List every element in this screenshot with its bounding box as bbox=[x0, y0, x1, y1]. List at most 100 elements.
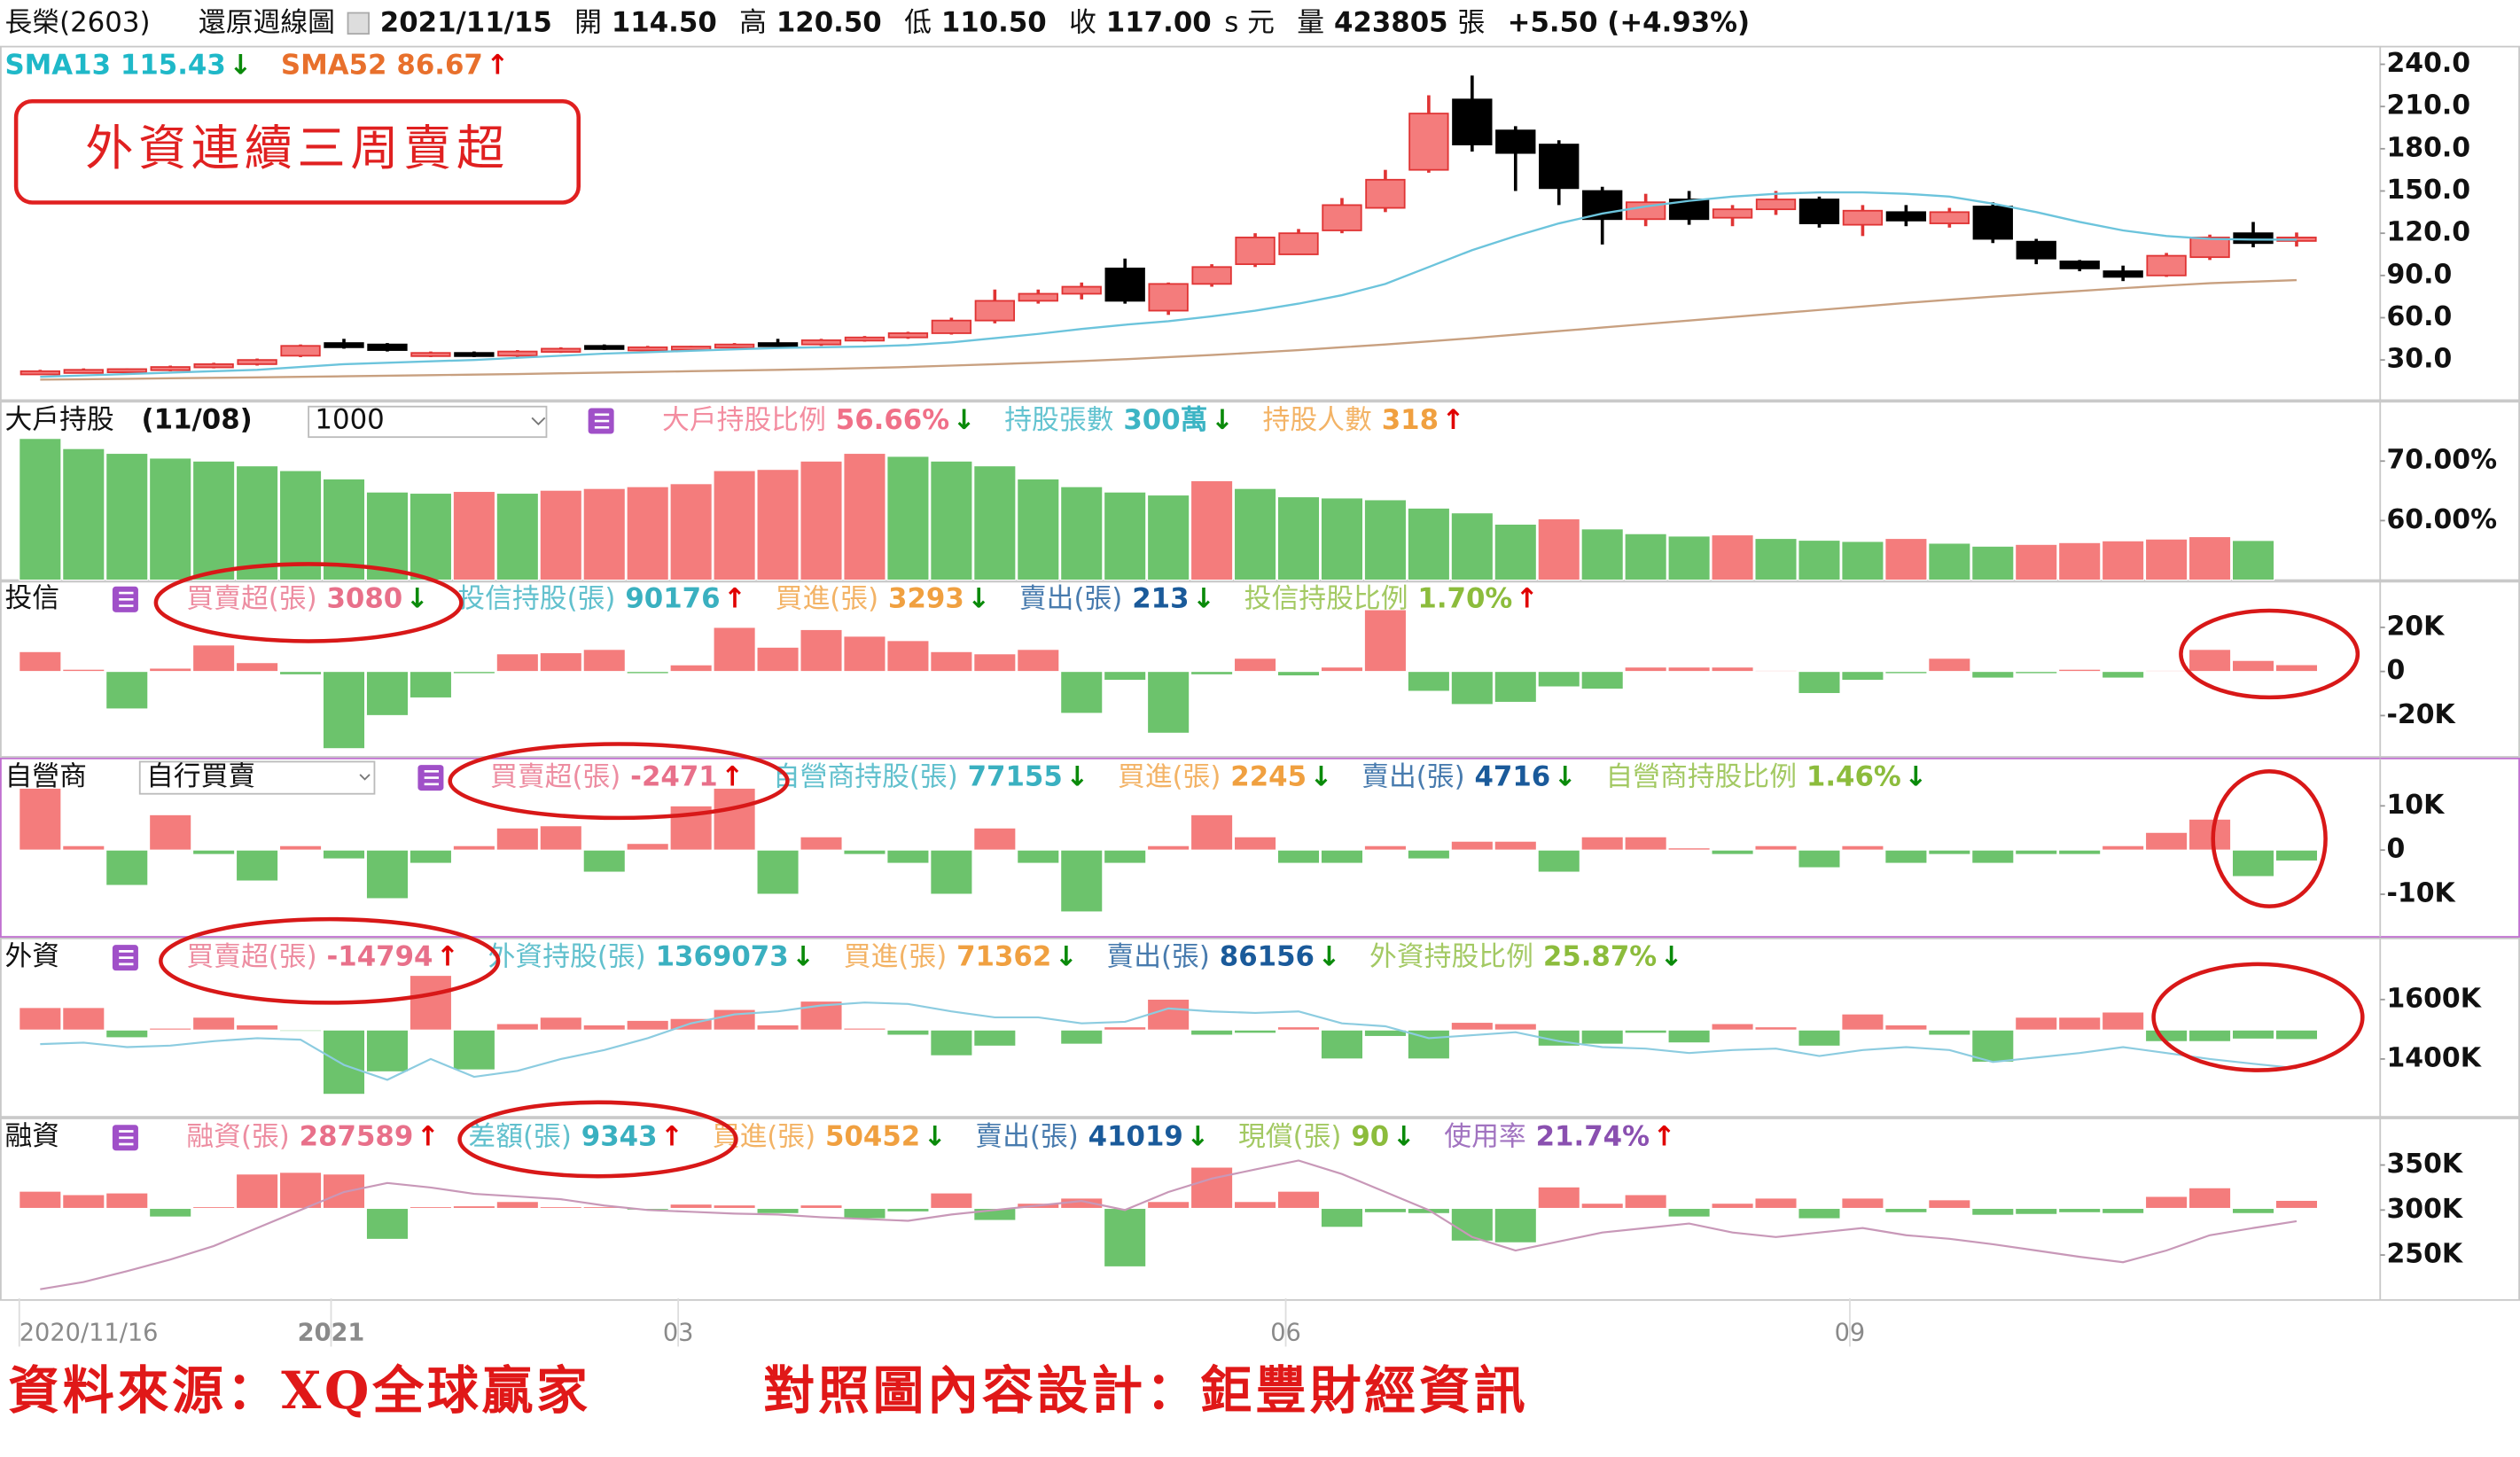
legend-arrow: ↑ bbox=[660, 1120, 683, 1152]
bar bbox=[1928, 849, 1971, 855]
legend-value: 1.70% bbox=[1417, 582, 1512, 614]
bar bbox=[1711, 1203, 1754, 1210]
bar bbox=[2274, 849, 2319, 862]
bar bbox=[1320, 849, 1364, 864]
bar bbox=[843, 1027, 886, 1031]
bar bbox=[1884, 1024, 1928, 1031]
legend-item: 買賣超(張) 3080 ↓ bbox=[186, 582, 428, 614]
bar bbox=[278, 470, 323, 581]
unit: s 元 bbox=[1224, 7, 1275, 39]
bar bbox=[1190, 814, 1234, 851]
y-tick-label: 1400K bbox=[2387, 1042, 2483, 1073]
bar bbox=[930, 1192, 973, 1210]
y-tick-label: 20K bbox=[2387, 611, 2446, 642]
bar bbox=[1971, 1029, 2015, 1064]
legend-item: 買進(張) 2245 ↓ bbox=[1118, 760, 1333, 792]
legend-arrow: ↓ bbox=[967, 582, 990, 614]
symbol: 長榮(2603) bbox=[4, 7, 150, 39]
input-arrow bbox=[531, 417, 546, 425]
bar bbox=[1363, 1207, 1408, 1213]
legend-arrow: ↓ bbox=[1065, 760, 1088, 792]
bar bbox=[1407, 671, 1450, 692]
bar bbox=[62, 845, 105, 851]
bar bbox=[1841, 845, 1884, 851]
legend-label: 持股人數 bbox=[1263, 404, 1372, 436]
panel-title: 外資 bbox=[4, 940, 59, 972]
bar bbox=[1104, 849, 1147, 864]
legend-item: 外資持股比例 25.87% ↓ bbox=[1369, 940, 1683, 972]
legend-arrow: ↑ bbox=[721, 760, 744, 792]
panel-frame bbox=[0, 757, 2520, 938]
candle-body bbox=[1582, 190, 1623, 221]
bar bbox=[1450, 1021, 1494, 1031]
bar bbox=[1320, 1029, 1364, 1060]
legend-arrow: ↓ bbox=[924, 1120, 947, 1152]
legend-value: 86156 bbox=[1220, 940, 1315, 972]
bar bbox=[1104, 1207, 1147, 1267]
input-box bbox=[308, 405, 548, 439]
y-tick-label: 250K bbox=[2387, 1239, 2464, 1270]
candle-body bbox=[1104, 267, 1145, 302]
bar bbox=[973, 827, 1017, 851]
candle-body bbox=[541, 347, 581, 353]
bar bbox=[1928, 658, 1971, 673]
bar bbox=[19, 1190, 62, 1210]
legend-label: 投信持股(張) bbox=[457, 582, 615, 614]
bar bbox=[452, 845, 495, 851]
y-tick-label: 240.0 bbox=[2387, 48, 2471, 79]
bar bbox=[2102, 540, 2145, 581]
bar bbox=[1624, 1029, 1667, 1034]
y-tick-label: -10K bbox=[2387, 878, 2457, 909]
bar bbox=[1841, 1197, 1884, 1210]
input-value: 1000 bbox=[315, 404, 384, 436]
candle-body bbox=[1798, 199, 1840, 224]
candle-body bbox=[844, 336, 886, 342]
bar bbox=[365, 1207, 410, 1240]
bar bbox=[582, 849, 626, 873]
candle-body bbox=[1191, 266, 1232, 285]
panel-frame bbox=[0, 1118, 2520, 1301]
bar bbox=[1104, 1026, 1147, 1031]
bar bbox=[800, 1204, 843, 1210]
bar bbox=[1104, 491, 1147, 581]
legend-item: 持股張數 300萬 ↓ bbox=[1004, 404, 1234, 436]
panel-frame bbox=[0, 401, 2520, 583]
legend-item: 賣出(張) 4716 ↓ bbox=[1361, 760, 1577, 792]
candle-body bbox=[1929, 211, 1970, 224]
legend-item: 差額(張) 9343 ↑ bbox=[468, 1120, 683, 1152]
bar bbox=[2015, 849, 2058, 855]
x-tick-label: 2020/11/16 bbox=[20, 1319, 159, 1346]
bar bbox=[235, 849, 279, 882]
bar bbox=[1884, 1207, 1928, 1213]
legend-item: 自營商持股比例 1.46% ↓ bbox=[1605, 760, 1927, 792]
legend-label: 賣出(張) bbox=[1361, 760, 1464, 792]
bar bbox=[1060, 671, 1104, 714]
bar bbox=[886, 640, 930, 673]
bar bbox=[669, 1204, 713, 1210]
bar bbox=[105, 1029, 149, 1039]
x-tick-label: 2021 bbox=[298, 1319, 365, 1346]
legend-item: 賣出(張) 86156 ↓ bbox=[1106, 940, 1340, 972]
bar bbox=[1754, 1026, 1798, 1031]
bar bbox=[19, 1007, 62, 1031]
bar bbox=[365, 849, 410, 900]
bar bbox=[2058, 668, 2102, 673]
bar bbox=[2188, 1029, 2232, 1042]
bar bbox=[1711, 849, 1754, 855]
bar bbox=[1580, 1203, 1624, 1210]
bar bbox=[235, 662, 279, 673]
bar bbox=[1276, 849, 1321, 864]
y-tick-label: 90.0 bbox=[2387, 259, 2453, 290]
quote-label: 低 bbox=[904, 7, 932, 39]
bar bbox=[1754, 845, 1798, 851]
date: 2021/11/15 bbox=[380, 7, 552, 39]
bar bbox=[495, 492, 539, 581]
bar bbox=[409, 1206, 453, 1210]
bar bbox=[149, 457, 192, 581]
bar bbox=[1147, 845, 1190, 851]
bar bbox=[626, 1019, 669, 1031]
legend-value: 21.74% bbox=[1536, 1120, 1650, 1152]
bar bbox=[973, 465, 1017, 581]
bar bbox=[1580, 1029, 1624, 1045]
bar bbox=[1841, 671, 1884, 682]
